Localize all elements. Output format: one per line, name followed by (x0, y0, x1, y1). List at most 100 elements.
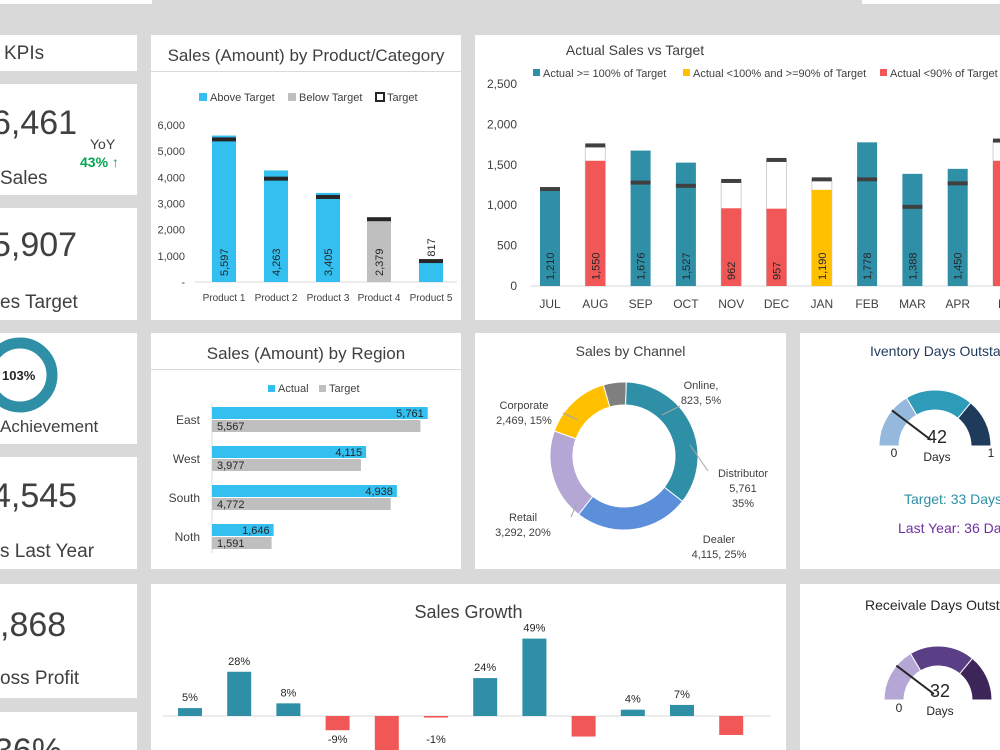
receivable-gauge: 32 Days 0 (883, 645, 993, 718)
growth-bar (719, 716, 744, 735)
actual-value-label: 4,115 (335, 447, 362, 459)
gauge-min-label: 0 (896, 701, 903, 715)
bar-value-label: 962 (726, 262, 738, 280)
bar-value-label: 4,263 (271, 248, 283, 276)
kpi-target-value: 5,907 (0, 226, 78, 264)
kpi-yoy-value: 43% ↑ (80, 154, 119, 170)
bar-value-label: 1,778 (862, 252, 874, 280)
gauge-segment (958, 657, 993, 701)
product-bar (367, 219, 391, 282)
leader-line (570, 502, 578, 518)
bar-value-label: 1,388 (907, 252, 919, 280)
target-marker (212, 137, 236, 142)
growth-bar (424, 716, 448, 718)
top-strip-left (0, 0, 152, 4)
legend-label: Below Target (299, 92, 362, 104)
growth-bar (571, 716, 596, 737)
growth-value-label: 5% (182, 692, 198, 704)
kpi-sales-label: Sales (0, 168, 48, 189)
x-tick-label: SEP (629, 297, 653, 311)
legend-swatch (880, 69, 887, 76)
gauge-unit: Days (926, 704, 953, 718)
bar-value-label: 2,379 (374, 248, 386, 276)
target-bar (212, 498, 391, 510)
legend-label: Target (329, 383, 360, 395)
x-tick-label: APR (945, 297, 970, 311)
product-chart-title: Sales (Amount) by Product/Category (167, 46, 445, 65)
kpi-last-year-card: 4,545 s Last Year (0, 457, 137, 569)
target-marker (857, 177, 878, 182)
region-chart-panel: Sales (Amount) by Region Actual Target 5,7… (151, 333, 461, 569)
legend-label: Actual <90% of Target (890, 68, 998, 80)
kpi-target-label: es Target (0, 292, 78, 313)
product-chart-panel: Sales (Amount) by Product/Category Above… (151, 35, 461, 320)
y-tick-label: 2,000 (487, 117, 517, 131)
receivable-gauge-panel: Receivale Days Outsta 32 Days 0 (800, 584, 1000, 750)
category-label: East (176, 413, 201, 427)
product-chart-title-rule (151, 71, 461, 72)
x-tick-label: DEC (764, 297, 790, 311)
actual-bar (212, 446, 367, 458)
y-tick-label: 1,000 (157, 251, 185, 263)
target-marker (585, 143, 606, 148)
target-value-label: 3,977 (217, 460, 245, 472)
growth-chart-panel: Sales Growth 5% 28% 8% -9% -1% 24% 49% 4% 7% (151, 584, 786, 750)
legend-label: Actual <100% and >=90% of Target (693, 68, 866, 80)
kpi-gross-profit-value: ,868 (0, 606, 67, 644)
actual-value-label: 5,761 (396, 408, 424, 420)
y-tick-label: 0 (510, 279, 517, 293)
gauge-min-label: 0 (891, 446, 898, 460)
growth-bar (522, 638, 547, 716)
kpi-header-card: KPIs (0, 35, 137, 71)
channel-label: 3,292, 20% (495, 527, 551, 539)
actual-bar (675, 162, 696, 286)
target-marker (993, 138, 1000, 143)
inventory-gauge: 42 Days 0 1 (878, 389, 995, 464)
legend-label: Actual (278, 383, 309, 395)
leader-line (689, 444, 709, 472)
x-tick-label: Product 2 (255, 293, 298, 304)
growth-value-label: 4% (625, 694, 641, 706)
target-marker (419, 259, 443, 264)
growth-bar (325, 716, 350, 731)
y-tick-label: 5,000 (157, 146, 185, 158)
product-bar (264, 170, 288, 282)
channel-label: 2,469, 15% (496, 415, 552, 427)
inventory-target-text: Target: 33 Days (904, 491, 1000, 507)
target-chart-panel: Actual Sales vs Target Actual >= 100% of… (475, 35, 1000, 320)
x-tick-label: FEB (855, 297, 878, 311)
actual-bar (212, 524, 274, 536)
target-marker (367, 217, 391, 222)
leader-line (562, 412, 579, 421)
target-value-label: 1,591 (217, 538, 245, 550)
growth-bar (374, 716, 399, 750)
channel-chart-title: Sales by Channel (575, 343, 686, 359)
legend-label: Actual >= 100% of Target (543, 68, 666, 80)
target-bar (212, 459, 361, 471)
growth-value-label: 7% (674, 689, 690, 701)
gauge-segment (957, 402, 992, 447)
y-tick-label: 500 (497, 239, 517, 253)
inventory-gauge-panel: Iventory Days Outsta 42 Days 0 1 Target: 33… (800, 333, 1000, 569)
achievement-donut (0, 337, 58, 413)
kpi-header: KPIs (4, 43, 45, 64)
x-tick-label: OCT (673, 297, 699, 311)
x-tick-label: Product 5 (410, 293, 453, 304)
actual-bar (212, 485, 397, 497)
kpi-sales-value: 6,461 (0, 104, 78, 142)
actual-bar (947, 168, 968, 286)
actual-bar (585, 160, 606, 286)
bar-value-label: 1,676 (636, 252, 648, 280)
kpi-achievement-label: Achievement (0, 417, 99, 436)
channel-label: Online, (684, 380, 719, 392)
legend-label: Target (387, 92, 418, 104)
gauge-max-label: 1 (988, 446, 995, 460)
gauge-needle (891, 409, 932, 441)
target-marker (902, 204, 923, 209)
target-marker (766, 157, 787, 162)
x-tick-label: Product 4 (358, 293, 401, 304)
legend-swatch (375, 92, 385, 102)
gauge-needle (895, 664, 935, 695)
growth-bar (620, 709, 645, 716)
growth-bar (178, 708, 202, 716)
